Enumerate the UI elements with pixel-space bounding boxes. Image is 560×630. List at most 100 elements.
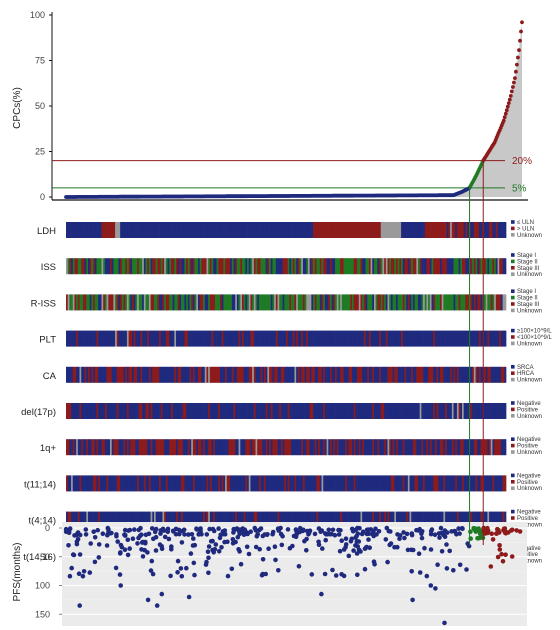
heatmap-cell — [150, 403, 153, 419]
heatmap-cell — [411, 330, 414, 347]
heatmap-cell — [348, 366, 351, 383]
heatmap-cell — [379, 366, 382, 383]
heatmap-cell — [138, 403, 141, 419]
heatmap-cell — [89, 222, 92, 238]
heatmap-cell — [89, 403, 92, 419]
heatmap-cell — [429, 511, 432, 528]
heatmap-cell — [262, 294, 265, 311]
heatmap-cell — [382, 294, 385, 311]
legend-label: Negative — [517, 546, 541, 552]
heatmap-cell — [204, 475, 207, 492]
heatmap-cell — [238, 366, 241, 383]
pfs-point — [259, 573, 265, 578]
heatmap-cell — [72, 403, 75, 419]
heatmap-cell — [135, 511, 138, 528]
heatmap-cell — [264, 258, 267, 275]
heatmap-cell — [379, 475, 382, 492]
heatmap-cell — [228, 403, 231, 419]
heatmap-cell — [348, 403, 351, 419]
heatmap-cell — [397, 366, 400, 383]
heatmap-cell — [128, 366, 131, 383]
heatmap-cell — [164, 366, 167, 383]
heatmap-cell — [167, 258, 170, 275]
heatmap-cell — [360, 294, 363, 311]
heatmap-cell — [453, 294, 456, 311]
heatmap-cell — [115, 222, 118, 238]
heatmap-cell — [132, 366, 135, 383]
heatmap-cell — [126, 511, 129, 528]
heatmap-cell — [362, 439, 365, 456]
heatmap-cell — [174, 366, 177, 383]
heatmap-cell — [247, 439, 250, 456]
heatmap-cell — [120, 439, 123, 456]
pfs-point — [355, 525, 360, 531]
heatmap-cell — [274, 403, 277, 419]
heatmap-cell — [374, 511, 377, 528]
heatmap-cell — [86, 294, 89, 311]
heatmap-cell — [250, 330, 253, 347]
heatmap-cell — [341, 258, 344, 275]
heatmap-cell — [397, 222, 400, 238]
heatmap-cell — [104, 511, 107, 528]
pfs-point — [260, 557, 266, 562]
heatmap-cell — [306, 511, 309, 528]
heatmap-cell — [470, 511, 473, 528]
heatmap-cell — [76, 366, 79, 383]
heatmap-cell — [463, 511, 466, 528]
heatmap-cell — [477, 258, 480, 275]
heatmap-cell — [407, 475, 410, 492]
heatmap-cell — [375, 475, 378, 492]
cpc-point — [512, 80, 516, 85]
heatmap-cell — [123, 222, 126, 238]
heatmap-cell — [297, 366, 300, 383]
heatmap-cell — [480, 403, 483, 419]
heatmap-cell — [169, 403, 172, 419]
heatmap-cell — [243, 222, 246, 238]
heatmap-cell — [385, 511, 388, 528]
heatmap-cell — [394, 511, 397, 528]
heatmap-cell — [358, 403, 361, 419]
heatmap-cell — [309, 294, 312, 311]
heatmap-cell — [248, 439, 251, 456]
heatmap-cell — [82, 439, 85, 456]
heatmap-cell — [294, 403, 297, 419]
heatmap-cell — [220, 475, 223, 492]
heatmap-cell — [184, 475, 187, 492]
heatmap-cell — [448, 511, 451, 528]
heatmap-cell — [199, 403, 202, 419]
pfs-point — [176, 527, 182, 533]
heatmap-cell — [148, 366, 151, 383]
heatmap-cell — [250, 403, 253, 419]
heatmap-cell — [284, 294, 287, 311]
heatmap-cell — [187, 403, 190, 419]
heatmap-cell — [348, 294, 351, 311]
heatmap-cell — [328, 403, 331, 419]
heatmap-cell — [423, 222, 426, 238]
heatmap-cell — [120, 330, 123, 347]
heatmap-cell — [418, 222, 421, 238]
heatmap-cell — [255, 403, 258, 419]
heatmap-cell — [431, 366, 434, 383]
heatmap-cell — [331, 222, 334, 238]
heatmap-cell — [286, 511, 289, 528]
heatmap-cell — [231, 222, 234, 238]
heatmap-cell — [165, 403, 168, 419]
heatmap-cell — [368, 258, 371, 275]
heatmap-cell — [377, 258, 380, 275]
heatmap-cell — [370, 511, 373, 528]
pfs-point — [117, 572, 123, 577]
heatmap-cell — [235, 294, 238, 311]
heatmap-cell — [392, 511, 395, 528]
heatmap-cell — [311, 475, 314, 492]
heatmap-cell — [84, 475, 87, 492]
heatmap-cell — [467, 330, 470, 347]
heatmap-cell — [162, 294, 165, 311]
heatmap-cell — [176, 403, 179, 419]
heatmap-cell — [198, 294, 201, 311]
heatmap-cell — [179, 258, 182, 275]
heatmap-cell — [240, 222, 243, 238]
heatmap-cell — [330, 258, 333, 275]
heatmap-cell — [242, 330, 245, 347]
